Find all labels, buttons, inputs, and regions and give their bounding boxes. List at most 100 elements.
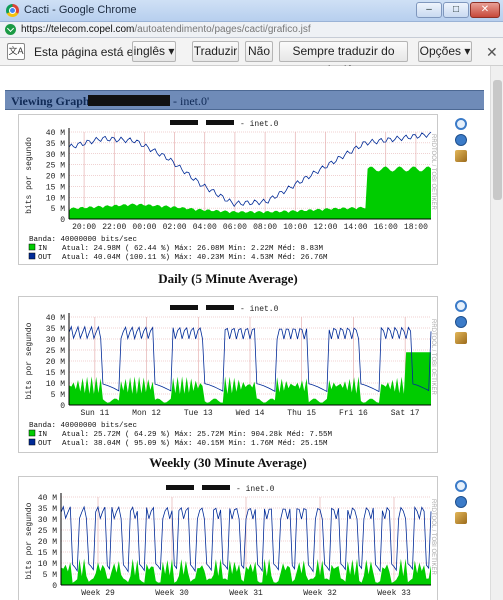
x-tick-label: Sun 11 xyxy=(80,409,109,418)
legend-out-stats: Atual: 40.04M (100.11 %) Máx: 40.23M Mín… xyxy=(62,254,328,262)
no-button[interactable]: Não xyxy=(245,41,273,62)
series-in-area xyxy=(61,558,431,585)
y-tick-label: 30 M xyxy=(46,336,65,345)
y-axis-label: bits por segundo xyxy=(25,322,34,399)
y-tick-label: 15 M xyxy=(46,183,65,192)
graph-edit-icon[interactable] xyxy=(455,512,467,524)
scrollbar[interactable] xyxy=(490,66,503,600)
y-tick-label: 20 M xyxy=(46,173,65,182)
legend-in-swatch xyxy=(28,429,36,437)
header-title: Viewing Graph xyxy=(11,94,90,108)
rrdtool-label: RRDTOOL / TOBI OETIKER xyxy=(430,134,436,210)
x-tick-label: Week 31 xyxy=(229,589,263,598)
zoom-icon[interactable] xyxy=(455,300,467,312)
graph-monthly[interactable]: - inet.0 RRDTOOL / TOBI OETIKER bits por s… xyxy=(18,476,438,600)
page-content: Viewing Graph - inet.0' - inet.0 RRDTOOL … xyxy=(0,66,503,600)
y-tick-label: 0 xyxy=(60,216,65,225)
x-tick-label: 18:00 xyxy=(404,223,428,232)
zoom-icon[interactable] xyxy=(455,118,467,130)
x-tick-label: 10:00 xyxy=(283,223,307,232)
y-tick-label: 20 M xyxy=(38,538,57,547)
series-out-line xyxy=(68,325,432,393)
zoom-icon[interactable] xyxy=(455,480,467,492)
export-csv-icon[interactable] xyxy=(455,496,467,508)
series-in-area xyxy=(69,352,431,405)
translate-button[interactable]: Traduzir xyxy=(192,41,239,62)
y-tick-label: 35 M xyxy=(46,140,65,149)
scrollbar-thumb[interactable] xyxy=(493,80,502,200)
y-tick-label: 35 M xyxy=(38,505,57,514)
x-tick-label: Thu 15 xyxy=(287,409,316,418)
redacted-block xyxy=(166,485,194,490)
y-tick-label: 40 M xyxy=(46,129,65,138)
y-tick-label: 35 M xyxy=(46,325,65,334)
x-tick-label: 14:00 xyxy=(344,223,368,232)
y-tick-label: 10 M xyxy=(46,380,65,389)
x-tick-label: 02:00 xyxy=(163,223,187,232)
legend-out-name: OUT xyxy=(38,254,52,262)
x-tick-label: 12:00 xyxy=(313,223,337,232)
y-axis-label: bits por segundo xyxy=(25,137,34,214)
legend-bandwidth: Banda: 40000000 bits/sec xyxy=(29,422,137,430)
translate-prompt: Esta página está em xyxy=(34,45,144,59)
y-tick-label: 25 M xyxy=(46,162,65,171)
translate-icon: 文A xyxy=(7,43,25,60)
legend-out-swatch xyxy=(28,438,36,446)
x-tick-label: 06:00 xyxy=(223,223,247,232)
language-label: inglês xyxy=(133,44,165,58)
graph-edit-icon[interactable] xyxy=(455,150,467,162)
viewing-graph-header: Viewing Graph - inet.0' xyxy=(5,90,484,110)
graph-edit-icon[interactable] xyxy=(455,332,467,344)
graph-title: - inet.0 xyxy=(236,485,275,494)
options-button[interactable]: Opções ▾ xyxy=(418,41,472,62)
close-translate-bar-icon[interactable]: ✕ xyxy=(486,44,498,60)
y-tick-label: 15 M xyxy=(46,369,65,378)
always-translate-button[interactable]: Sempre traduzir do inglês xyxy=(279,41,408,77)
close-button[interactable]: ✕ xyxy=(470,2,500,18)
x-tick-label: 16:00 xyxy=(374,223,398,232)
graph-daily[interactable]: - inet.0 RRDTOOL / TOBI OETIKER bits por s… xyxy=(18,114,438,265)
x-tick-label: Week 30 xyxy=(155,589,189,598)
header-suffix: - inet.0' xyxy=(173,94,210,108)
y-tick-label: 0 xyxy=(52,582,57,591)
y-tick-label: 10 M xyxy=(46,194,65,203)
y-axis-label: bits por segundo xyxy=(25,502,34,579)
legend-in-name: IN xyxy=(38,431,47,439)
redacted-block xyxy=(202,485,230,490)
language-select[interactable]: inglês ▾ xyxy=(132,41,176,62)
series-in-area xyxy=(69,166,431,219)
y-tick-label: 0 xyxy=(60,402,65,411)
chrome-icon xyxy=(6,4,19,17)
redacted-block xyxy=(170,305,198,310)
x-tick-label: Week 33 xyxy=(377,589,411,598)
export-csv-icon[interactable] xyxy=(455,316,467,328)
maximize-button[interactable]: □ xyxy=(443,2,469,18)
legend-out-stats: Atual: 38.04M ( 95.09 %) Máx: 40.15M Mín… xyxy=(62,440,328,448)
graph-caption-weekly: Weekly (30 Minute Average) xyxy=(149,455,307,470)
graph-weekly[interactable]: - inet.0 RRDTOOL / TOBI OETIKER bits por s… xyxy=(18,296,438,453)
rrdtool-label: RRDTOOL / TOBI OETIKER xyxy=(430,319,436,395)
x-tick-label: 22:00 xyxy=(102,223,126,232)
redacted-block xyxy=(206,305,234,310)
x-tick-label: Tue 13 xyxy=(184,409,213,418)
redacted-block xyxy=(170,120,198,125)
minimize-button[interactable]: – xyxy=(416,2,442,18)
x-tick-label: 00:00 xyxy=(132,223,156,232)
legend-in-swatch xyxy=(28,243,36,251)
url-text[interactable]: https://telecom.copel.com/autoatendiment… xyxy=(21,24,311,35)
legend-in-stats: Atual: 25.72M ( 64.29 %) Máx: 25.72M Mín… xyxy=(62,431,333,439)
redacted-host xyxy=(88,95,170,106)
graph-actions-weekly xyxy=(455,300,469,348)
x-tick-label: Week 32 xyxy=(303,589,337,598)
y-tick-label: 25 M xyxy=(46,347,65,356)
export-csv-icon[interactable] xyxy=(455,134,467,146)
y-tick-label: 30 M xyxy=(38,516,57,525)
y-tick-label: 15 M xyxy=(38,549,57,558)
y-tick-label: 5 M xyxy=(51,205,66,214)
y-tick-label: 5 M xyxy=(51,391,66,400)
legend-out-name: OUT xyxy=(38,440,52,448)
address-bar[interactable]: https://telecom.copel.com/autoatendiment… xyxy=(0,22,503,38)
title-bar: Cacti - Google Chrome – □ ✕ xyxy=(0,0,503,22)
window-title: Cacti - Google Chrome xyxy=(24,4,137,16)
